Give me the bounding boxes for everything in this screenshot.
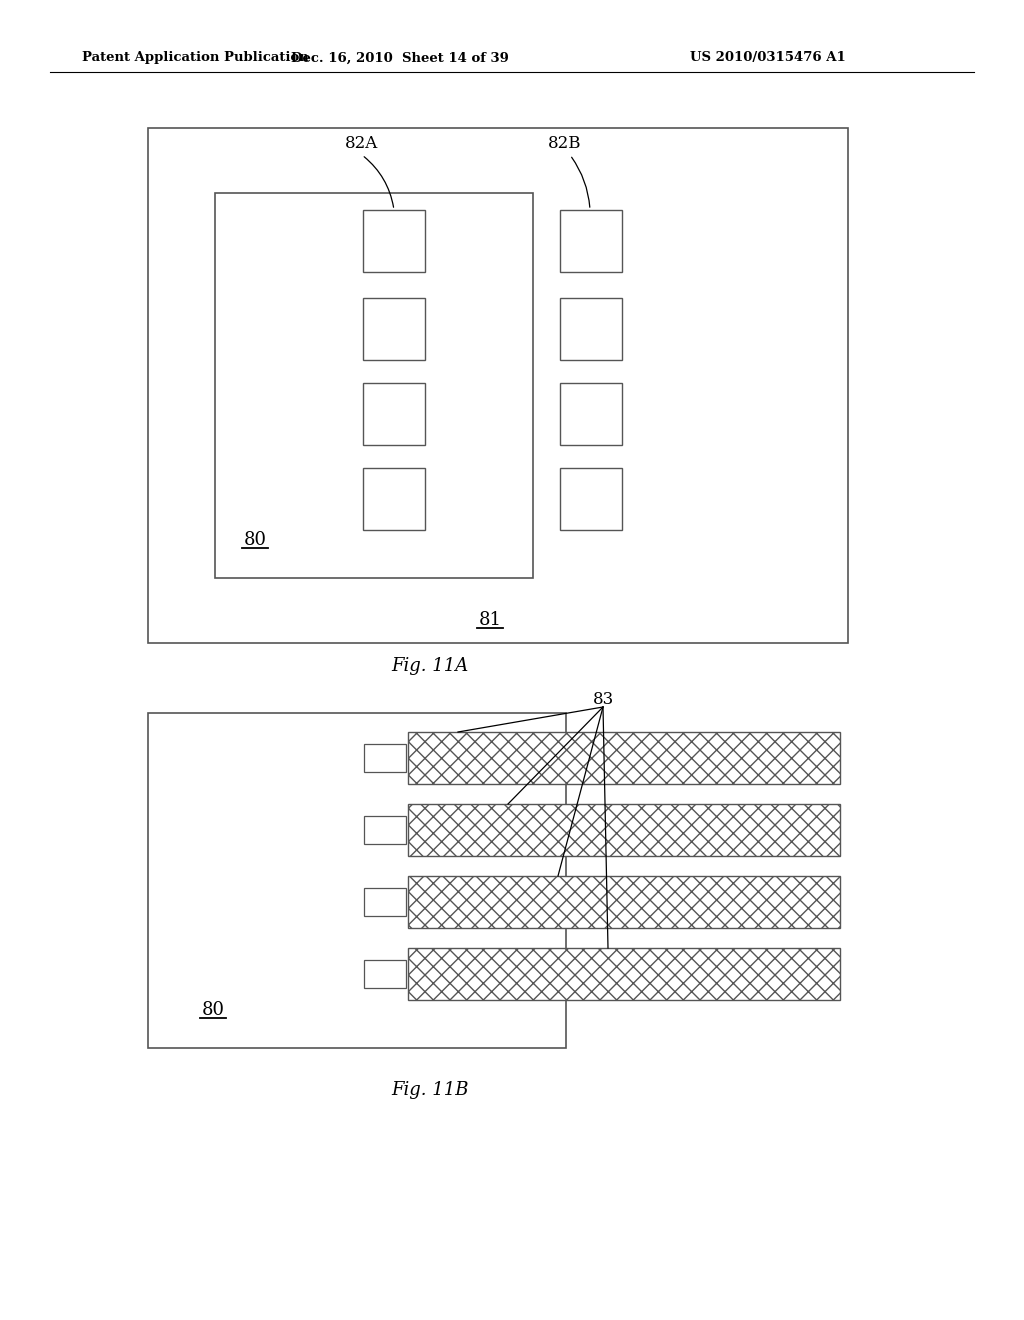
Bar (560, 298, 622, 360)
Text: 82B: 82B (548, 135, 582, 152)
Text: Fig. 11A: Fig. 11A (391, 657, 469, 675)
Bar (364, 888, 406, 916)
Bar (362, 210, 425, 272)
Text: Dec. 16, 2010  Sheet 14 of 39: Dec. 16, 2010 Sheet 14 of 39 (291, 51, 509, 65)
Bar (362, 469, 425, 531)
Text: Patent Application Publication: Patent Application Publication (82, 51, 309, 65)
Bar (408, 804, 840, 855)
Text: US 2010/0315476 A1: US 2010/0315476 A1 (690, 51, 846, 65)
Bar (364, 744, 406, 772)
Bar (408, 733, 840, 784)
Bar (215, 193, 534, 578)
Text: 82A: 82A (345, 135, 379, 152)
Bar (560, 469, 622, 531)
Bar (408, 948, 840, 1001)
Text: 80: 80 (202, 1001, 224, 1019)
Bar (148, 713, 566, 1048)
Bar (362, 298, 425, 360)
Text: 83: 83 (592, 692, 613, 709)
Bar (362, 383, 425, 445)
Bar (560, 383, 622, 445)
Bar (408, 876, 840, 928)
Bar (560, 210, 622, 272)
Bar (148, 128, 848, 643)
Bar (364, 960, 406, 987)
Text: 81: 81 (478, 611, 502, 630)
Text: Fig. 11B: Fig. 11B (391, 1081, 469, 1100)
Bar (364, 816, 406, 843)
Text: 80: 80 (244, 531, 266, 549)
